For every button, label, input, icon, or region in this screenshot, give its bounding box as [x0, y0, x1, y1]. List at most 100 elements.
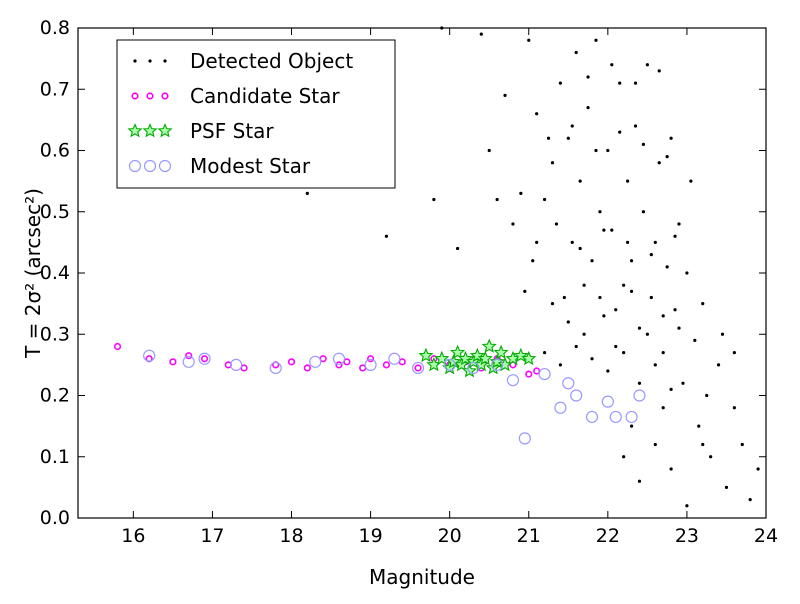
series-detected-object — [234, 26, 760, 508]
detected-object-point — [602, 228, 606, 232]
y-tick-label: 0.7 — [40, 78, 70, 100]
detected-object-point — [661, 351, 665, 355]
candidate-star-point — [303, 364, 311, 372]
detected-object-point — [535, 112, 539, 116]
data-marks — [113, 26, 760, 508]
legend-item-modest-star: Modest Star — [128, 154, 311, 178]
detected-object-point — [618, 130, 622, 134]
detected-object-point — [558, 81, 562, 85]
detected-object-point — [511, 222, 515, 226]
detected-object-point — [629, 424, 634, 428]
detected-object-point — [586, 106, 590, 110]
detected-object-point — [732, 351, 736, 355]
detected-object-point — [653, 442, 657, 447]
legend-marker-modest-star — [158, 159, 172, 173]
y-tick-label: 0.2 — [40, 385, 70, 407]
legend-marker-candidate-star — [131, 92, 139, 100]
detected-object-point — [586, 75, 590, 79]
modest-star-point — [198, 352, 211, 365]
x-tick-label: 20 — [438, 525, 462, 547]
detected-object-point — [590, 357, 594, 361]
detected-object-point — [633, 81, 638, 85]
detected-object-point — [531, 259, 535, 263]
detected-object-point — [701, 442, 705, 447]
detected-object-point — [637, 326, 642, 330]
modest-star-point — [443, 358, 456, 371]
detected-object-point — [748, 498, 752, 502]
candidate-star-point — [287, 358, 296, 366]
y-tick-label: 0.3 — [40, 323, 70, 345]
detected-object-point — [570, 124, 574, 128]
candidate-star-point — [366, 355, 375, 363]
modest-star-point — [143, 349, 156, 362]
detected-object-point — [697, 424, 701, 428]
legend-marker-psf-star — [142, 123, 158, 138]
x-tick-label: 17 — [200, 525, 224, 547]
legend-marker-detected-object — [163, 59, 167, 63]
modest-star-point — [570, 389, 583, 402]
y-axis-label: T = 2σ² (arcsec²) — [21, 188, 45, 359]
legend-item-detected-object: Detected Object — [133, 49, 353, 73]
modest-star-point — [182, 355, 195, 368]
x-axis-label: Magnitude — [369, 565, 475, 589]
detected-object-point — [705, 393, 709, 398]
detected-object-point — [519, 191, 523, 195]
detected-object-point — [542, 197, 547, 202]
y-tick-label: 0.0 — [40, 507, 70, 529]
detected-object-point — [610, 63, 614, 67]
psf-star-point — [434, 350, 450, 366]
detected-object-point — [487, 148, 491, 153]
modest-star-point — [609, 410, 622, 424]
legend-marker-candidate-star — [146, 92, 154, 100]
modest-star-point — [364, 358, 377, 371]
modest-star-point — [467, 361, 480, 375]
detected-object-point — [661, 314, 665, 318]
x-tick-label: 16 — [121, 525, 145, 547]
x-tick-label: 21 — [517, 525, 541, 547]
detected-object-point — [641, 142, 646, 146]
detected-object-point — [685, 271, 689, 275]
x-tick-label: 24 — [754, 525, 778, 547]
legend-marker-detected-object — [133, 59, 137, 63]
modest-star-point — [633, 389, 646, 402]
detected-object-point — [665, 155, 669, 159]
legend-marker-candidate-star — [161, 92, 169, 100]
detected-object-point — [681, 381, 685, 385]
psf-star-point — [521, 350, 537, 366]
legend: Detected Object Candidate Star PSF Star Mod… — [116, 39, 396, 189]
detected-object-point — [657, 69, 661, 73]
detected-object-point — [554, 222, 559, 226]
detected-object-point — [626, 240, 630, 244]
candidate-star-point — [414, 364, 422, 372]
psf-star-point — [418, 347, 434, 363]
detected-object-point — [546, 136, 551, 140]
x-tick-label: 18 — [279, 525, 303, 547]
detected-object-point — [495, 197, 499, 202]
modest-star-point — [506, 374, 520, 387]
detected-object-point — [701, 302, 705, 306]
detected-object-point — [756, 467, 760, 471]
detected-object-point — [582, 283, 586, 287]
detected-object-point — [716, 363, 721, 367]
x-tick-label: 19 — [359, 525, 383, 547]
detected-object-point — [610, 228, 614, 232]
detected-object-point — [740, 442, 744, 447]
detected-object-point — [629, 289, 634, 293]
detected-object-point — [574, 344, 578, 349]
detected-object-point — [641, 210, 646, 214]
detected-object-point — [606, 369, 610, 373]
candidate-star-point — [113, 342, 122, 351]
modest-star-point — [388, 352, 401, 365]
modest-star-point — [538, 367, 551, 381]
detected-object-point — [637, 381, 642, 385]
detected-object-point — [709, 455, 713, 459]
detected-object-point — [665, 265, 669, 269]
detected-object-point — [645, 63, 649, 67]
detected-object-point — [479, 32, 483, 36]
y-tick-label: 0.8 — [40, 17, 70, 39]
detected-object-point — [693, 338, 697, 342]
modest-star-point — [269, 361, 282, 375]
detected-object-point — [614, 344, 618, 349]
legend-label-detected-object: Detected Object — [190, 49, 353, 73]
